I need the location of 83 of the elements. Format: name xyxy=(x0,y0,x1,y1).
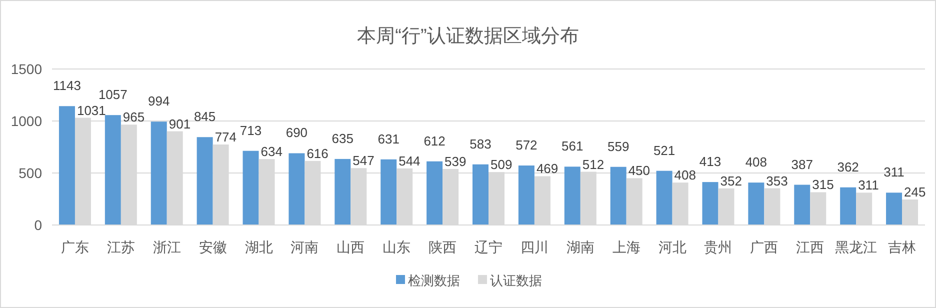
data-label: 311 xyxy=(858,178,879,193)
legend-label: 检测数据 xyxy=(408,273,460,288)
data-label: 616 xyxy=(306,146,328,161)
bar xyxy=(656,170,672,225)
x-tick-label: 广西 xyxy=(750,239,778,255)
bar xyxy=(472,164,488,225)
legend-label: 认证数据 xyxy=(490,273,542,288)
data-label: 1143 xyxy=(52,78,81,94)
data-label: 469 xyxy=(536,161,558,176)
x-tick-label: 湖南 xyxy=(566,239,594,255)
data-label: 965 xyxy=(122,110,145,125)
data-label: 572 xyxy=(516,138,538,153)
data-label: 408 xyxy=(674,168,696,183)
bar xyxy=(242,150,259,225)
bar xyxy=(58,106,75,225)
bar xyxy=(564,166,580,225)
bar xyxy=(334,158,351,225)
data-label: 352 xyxy=(720,173,742,188)
data-label: 450 xyxy=(628,163,650,178)
data-label: 994 xyxy=(148,94,170,109)
data-label: 362 xyxy=(837,159,859,174)
x-tick-label: 湖北 xyxy=(244,239,273,255)
data-label: 547 xyxy=(352,153,374,168)
data-label: 311 xyxy=(884,164,904,180)
data-label: 559 xyxy=(607,138,630,154)
x-tick-label: 四川 xyxy=(520,239,548,255)
x-tick-label: 浙江 xyxy=(152,239,181,255)
chart-title: 本周“行”认证数据区域分布 xyxy=(357,26,579,47)
bar xyxy=(380,159,397,225)
data-label: 634 xyxy=(260,144,282,160)
data-label: 774 xyxy=(214,130,237,145)
bar xyxy=(794,184,810,225)
bar xyxy=(748,182,764,225)
data-label: 845 xyxy=(194,109,216,124)
data-label: 539 xyxy=(444,154,466,169)
bar xyxy=(104,115,121,225)
data-label: 544 xyxy=(398,153,420,168)
data-label: 521 xyxy=(653,142,676,158)
y-tick-label: 0 xyxy=(34,217,42,233)
bar xyxy=(196,137,213,225)
x-tick-label: 辽宁 xyxy=(474,239,502,255)
bar xyxy=(702,182,718,225)
x-tick-label: 上海 xyxy=(612,239,640,255)
data-label: 901 xyxy=(168,116,191,132)
data-label: 509 xyxy=(490,157,512,172)
data-label: 690 xyxy=(286,125,308,140)
data-label: 512 xyxy=(582,156,604,172)
data-label: 408 xyxy=(745,154,768,170)
x-tick-label: 陕西 xyxy=(428,239,457,255)
bar xyxy=(426,161,443,225)
data-label: 713 xyxy=(240,122,262,138)
x-tick-label: 安徽 xyxy=(198,239,227,255)
data-label: 315 xyxy=(812,177,834,192)
data-label: 635 xyxy=(332,130,354,146)
bar xyxy=(886,192,902,225)
bar xyxy=(840,187,856,225)
data-label: 583 xyxy=(470,136,492,152)
bar xyxy=(150,122,167,225)
data-label: 413 xyxy=(699,154,722,170)
x-tick-label: 江苏 xyxy=(106,239,135,255)
x-tick-label: 江西 xyxy=(796,239,824,255)
x-tick-label: 黑龙江 xyxy=(835,239,878,255)
data-label: 1031 xyxy=(76,102,106,118)
x-tick-label: 吉林 xyxy=(888,239,916,255)
x-tick-label: 河南 xyxy=(290,239,319,255)
data-label: 1057 xyxy=(98,87,128,102)
x-tick-label: 河北 xyxy=(658,239,686,255)
bar xyxy=(518,166,534,225)
data-label: 561 xyxy=(562,138,584,154)
x-tick-label: 贵州 xyxy=(704,239,732,255)
y-tick-label: 1000 xyxy=(10,113,42,129)
data-label: 245 xyxy=(904,184,926,200)
y-tick-label: 500 xyxy=(18,165,42,181)
y-tick-label: 1500 xyxy=(10,61,42,77)
data-label: 387 xyxy=(791,156,813,172)
x-tick-label: 山西 xyxy=(336,239,365,255)
bar xyxy=(288,153,305,225)
data-label: 612 xyxy=(424,133,446,148)
bar xyxy=(610,166,626,225)
data-label: 353 xyxy=(766,173,788,188)
x-tick-label: 广东 xyxy=(60,239,89,255)
x-tick-label: 山东 xyxy=(382,239,411,255)
data-label: 631 xyxy=(378,131,400,146)
